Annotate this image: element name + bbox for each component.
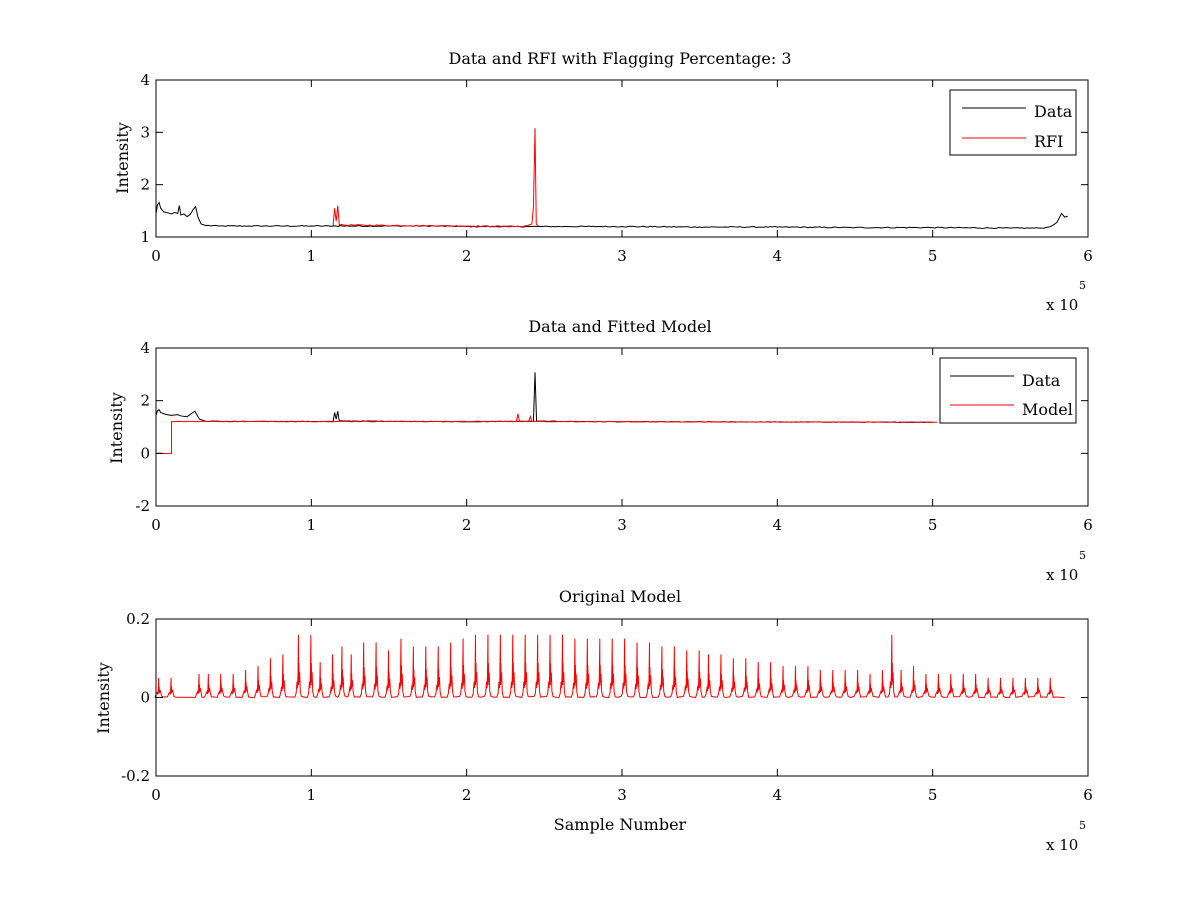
panel-1-legend-box bbox=[949, 89, 1077, 156]
panel-1-series-rfi-line bbox=[332, 128, 539, 228]
panel-3-ytick-label: 0 bbox=[140, 689, 150, 707]
panel-2-legend-box bbox=[939, 357, 1077, 424]
panel-1-title: Data and RFI with Flagging Percentage: 3 bbox=[448, 49, 791, 68]
panel-2-xtick-label: 6 bbox=[1083, 516, 1093, 534]
panel-3-xtick-label: 1 bbox=[307, 786, 317, 804]
panel-2-legend: Data Model bbox=[939, 357, 1077, 424]
panel-2-ytick-label: -2 bbox=[135, 497, 150, 515]
panel-3-ytick-label: -0.2 bbox=[121, 767, 150, 785]
panel-1-xtick-label: 1 bbox=[307, 247, 317, 265]
panel-2-xtick-label: 1 bbox=[307, 516, 317, 534]
panel-1-xtick-label: 6 bbox=[1083, 247, 1093, 265]
panel-2-series-model-line bbox=[155, 413, 938, 455]
panel-1-xtick-label: 0 bbox=[151, 247, 161, 265]
panel-2-legend-label-model: Model bbox=[1022, 400, 1073, 419]
panel-2-plot-area bbox=[155, 372, 938, 455]
panel-3-title: Original Model bbox=[559, 587, 681, 606]
panel-1-ytick-label: 3 bbox=[140, 123, 150, 141]
panel-1-ytick-label: 2 bbox=[140, 176, 150, 194]
panel-2-ylabel: Intensity bbox=[107, 392, 126, 464]
panel-2-xtick-label: 3 bbox=[617, 516, 627, 534]
panel-3: Original Model 0 1 2 3 4 5 6-0.200.2 Intensity… bbox=[94, 587, 1093, 854]
panel-2-title: Data and Fitted Model bbox=[528, 317, 711, 336]
panel-2-xtick-label: 0 bbox=[151, 516, 161, 534]
panel-3-xlabel: Sample Number bbox=[554, 815, 687, 834]
panel-2-xtick-label: 4 bbox=[773, 516, 783, 534]
panel-2-xtick-label: 2 bbox=[462, 516, 472, 534]
panel-1-xtick-label: 2 bbox=[462, 247, 472, 265]
panel-1-xtick-label: 5 bbox=[928, 247, 938, 265]
panel-1-legend-label-rfi: RFI bbox=[1034, 132, 1063, 151]
panel-2-legend-label-data: Data bbox=[1022, 371, 1061, 390]
panel-2-ytick-label: 4 bbox=[140, 339, 150, 357]
panel-2-ytick-label: 0 bbox=[140, 444, 150, 462]
panel-3-plot-area bbox=[154, 634, 1065, 699]
panel-1-x-exponent: 5 bbox=[1079, 279, 1086, 292]
panel-1-xtick-label: 4 bbox=[773, 247, 783, 265]
panel-1-legend-label-data: Data bbox=[1034, 102, 1073, 121]
panel-1-ytick-label: 1 bbox=[140, 228, 150, 246]
panel-3-series-line-line bbox=[154, 634, 1065, 699]
panel-2-x-multiplier: x 10 bbox=[1046, 566, 1078, 584]
panel-2-ytick-label: 2 bbox=[140, 392, 150, 410]
panel-1: Data and RFI with Flagging Percentage: 3… bbox=[113, 49, 1093, 314]
panel-3-ylabel: Intensity bbox=[94, 662, 113, 734]
panel-3-ytick-label: 0.2 bbox=[126, 610, 150, 628]
panel-3-xtick-label: 0 bbox=[151, 786, 161, 804]
panel-2-x-exponent: 5 bbox=[1079, 549, 1086, 562]
panel-1-ylabel: Intensity bbox=[113, 122, 132, 194]
panel-1-x-multiplier: x 10 bbox=[1046, 296, 1078, 314]
panel-2-xtick-label: 5 bbox=[928, 516, 938, 534]
panel-3-x-exponent: 5 bbox=[1079, 819, 1086, 832]
panel-3-xtick-label: 2 bbox=[462, 786, 472, 804]
panel-1-ytick-label: 4 bbox=[140, 71, 150, 89]
panel-1-legend: Data RFI bbox=[949, 89, 1077, 156]
panel-3-xtick-label: 5 bbox=[928, 786, 938, 804]
panel-1-plot-area bbox=[155, 128, 1068, 230]
panel-1-xtick-label: 3 bbox=[617, 247, 627, 265]
panel-3-xtick-label: 4 bbox=[773, 786, 783, 804]
panel-3-xtick-label: 3 bbox=[617, 786, 627, 804]
panel-3-xtick-label: 6 bbox=[1083, 786, 1093, 804]
panel-3-x-multiplier: x 10 bbox=[1046, 836, 1078, 854]
panel-1-series-data-line bbox=[155, 201, 1068, 230]
panel-3-ticks: 0 1 2 3 4 5 6-0.200.2 bbox=[121, 610, 1093, 804]
